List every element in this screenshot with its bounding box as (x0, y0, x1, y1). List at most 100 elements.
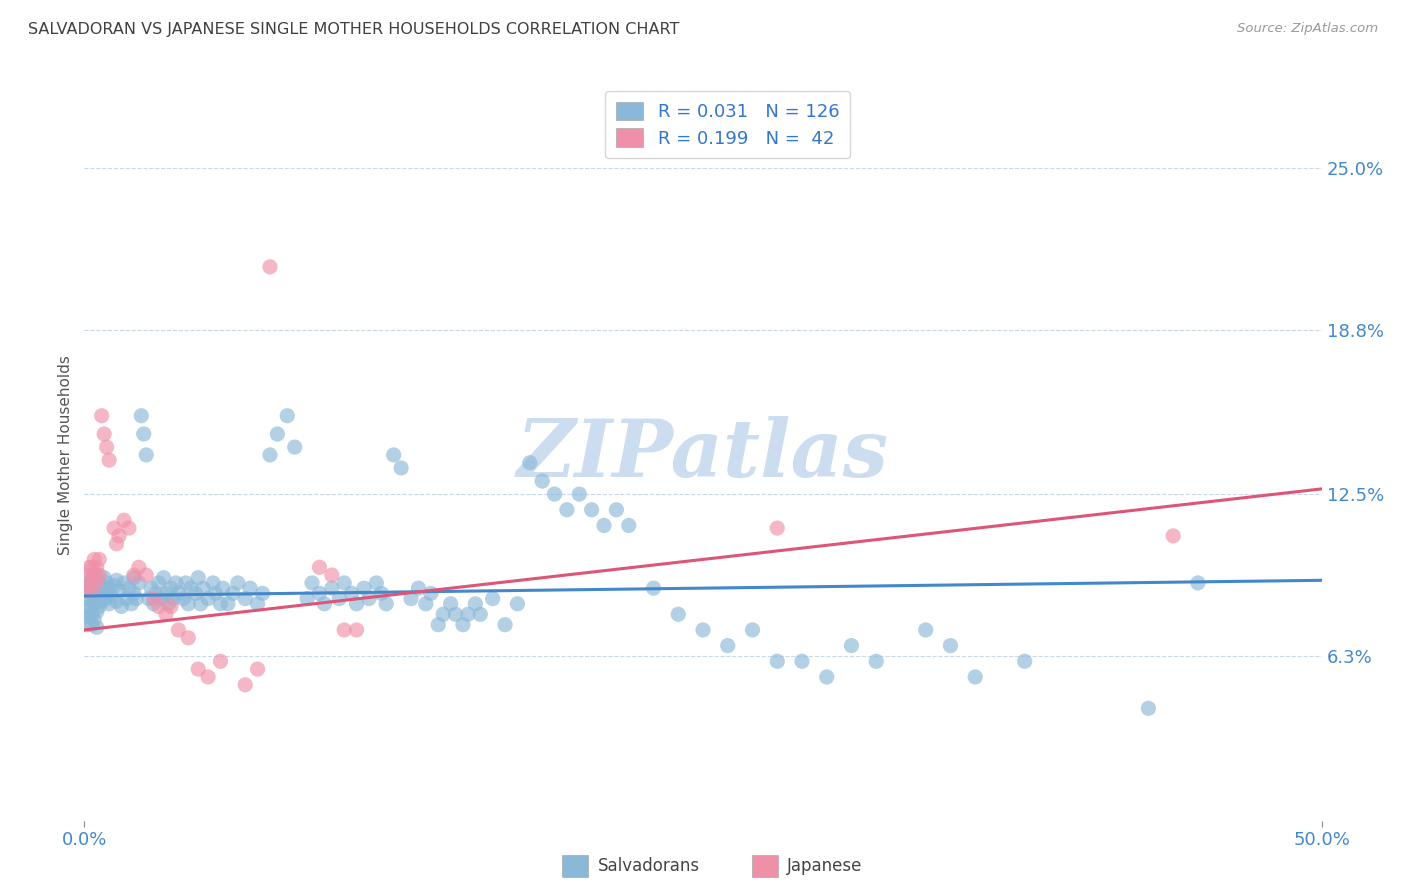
Point (333, 623, 356, 637)
Point (96, 440, 118, 454)
Point (340, 586, 363, 600)
Point (1187, 576, 1209, 591)
Point (135, 568, 157, 582)
Point (89, 599, 111, 614)
Point (83, 571, 105, 585)
Point (89, 583, 111, 598)
Point (86, 560, 108, 574)
Point (481, 591, 503, 606)
Point (177, 631, 200, 645)
Point (187, 571, 209, 585)
Point (353, 581, 375, 595)
Point (259, 448, 281, 462)
Point (259, 260, 281, 274)
Point (666, 607, 689, 622)
Point (157, 597, 180, 611)
Point (555, 503, 578, 517)
Point (76, 591, 98, 606)
Point (741, 623, 763, 637)
Point (125, 591, 148, 606)
Point (239, 581, 262, 595)
Point (93, 571, 115, 585)
Point (333, 576, 356, 591)
Point (150, 591, 173, 606)
Point (246, 662, 269, 676)
Point (80, 607, 103, 622)
Point (145, 586, 167, 600)
Point (444, 607, 467, 622)
Point (83, 597, 105, 611)
Point (76, 583, 98, 598)
Point (506, 597, 529, 611)
Point (76, 578, 98, 592)
Point (132, 427, 155, 442)
Point (100, 589, 122, 603)
Point (115, 591, 138, 606)
Point (80, 583, 103, 598)
Point (321, 568, 343, 582)
Point (122, 586, 145, 600)
Point (105, 574, 128, 588)
Point (939, 639, 962, 653)
Point (375, 597, 398, 611)
Point (212, 581, 235, 595)
Point (152, 571, 174, 585)
Point (692, 623, 714, 637)
Point (204, 586, 226, 600)
Point (914, 623, 936, 637)
Point (86, 605, 108, 619)
Point (90, 578, 112, 592)
Point (408, 581, 430, 595)
Point (184, 586, 207, 600)
Point (128, 560, 150, 574)
Point (79, 560, 101, 574)
Point (108, 583, 131, 598)
Point (865, 654, 887, 668)
Point (328, 591, 350, 606)
Y-axis label: Single Mother Households: Single Mother Households (58, 355, 73, 555)
Point (382, 448, 405, 462)
Point (142, 597, 165, 611)
Point (89, 552, 111, 566)
Point (209, 597, 232, 611)
Point (766, 654, 789, 668)
Point (79, 599, 101, 614)
Point (308, 560, 330, 574)
Point (83, 586, 105, 600)
Point (531, 474, 554, 488)
Point (90, 594, 112, 608)
Point (86, 568, 108, 582)
Point (233, 591, 256, 606)
Point (83, 568, 105, 582)
Point (457, 607, 479, 622)
Point (80, 560, 103, 574)
Point (246, 597, 269, 611)
Point (98, 453, 121, 467)
Point (1014, 654, 1036, 668)
Point (276, 409, 298, 423)
Point (89, 568, 111, 582)
Point (841, 639, 863, 653)
Point (370, 586, 392, 600)
Point (167, 586, 190, 600)
Point (90, 409, 112, 423)
Point (308, 586, 330, 600)
Point (321, 581, 343, 595)
Point (419, 586, 441, 600)
Point (167, 623, 190, 637)
Point (593, 518, 616, 533)
Point (617, 518, 640, 533)
Point (301, 576, 323, 591)
Point (112, 576, 135, 591)
Point (79, 610, 101, 624)
Point (568, 487, 591, 501)
Point (165, 576, 187, 591)
Point (209, 654, 232, 668)
Text: Source: ZipAtlas.com: Source: ZipAtlas.com (1237, 22, 1378, 36)
Point (965, 670, 987, 684)
Point (605, 503, 627, 517)
Point (76, 617, 98, 632)
Point (1161, 529, 1184, 543)
Point (252, 586, 274, 600)
Text: Japanese: Japanese (787, 857, 863, 875)
